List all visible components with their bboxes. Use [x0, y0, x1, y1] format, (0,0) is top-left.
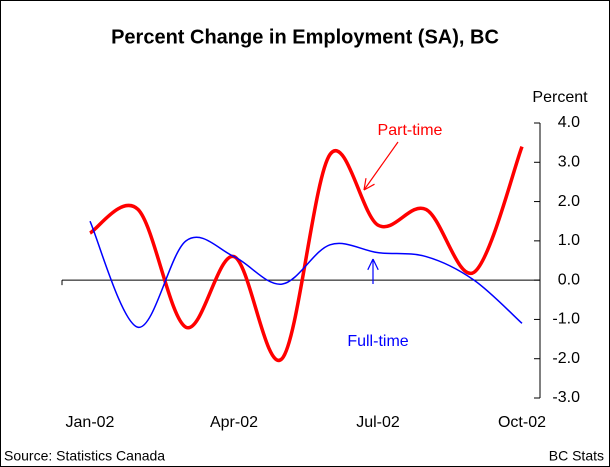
x-tick-label: Jan-02 [66, 414, 115, 431]
y-tick-label: -3.0 [552, 389, 580, 406]
y-tick-label: 0.0 [558, 271, 580, 288]
arrow-head [363, 178, 367, 191]
arrow-head [372, 258, 379, 271]
arrow-head [363, 183, 375, 191]
y-tick-label: 3.0 [558, 154, 580, 171]
y-tick-label: 2.0 [558, 193, 580, 210]
source: Source: Statistics Canada [4, 448, 165, 464]
y-tick-label: -1.0 [552, 311, 580, 328]
y-tick-label: -2.0 [552, 350, 580, 367]
series-label: Part-time [378, 122, 443, 139]
x-tick-label: Jul-02 [356, 414, 400, 431]
chart-title: Percent Change in Employment (SA), BC [111, 26, 499, 48]
x-tick-label: Apr-02 [210, 414, 258, 431]
credit: BC Stats [549, 448, 604, 464]
arrow-head [367, 258, 374, 271]
arrow [363, 141, 399, 191]
x-tick-label: Oct-02 [498, 414, 546, 431]
y-tick-label: 1.0 [558, 232, 580, 249]
series-label: Full-time [347, 333, 408, 350]
y-axis-label: Percent [532, 89, 588, 106]
y-tick-label: 4.0 [558, 114, 580, 131]
series-line [89, 220, 523, 329]
